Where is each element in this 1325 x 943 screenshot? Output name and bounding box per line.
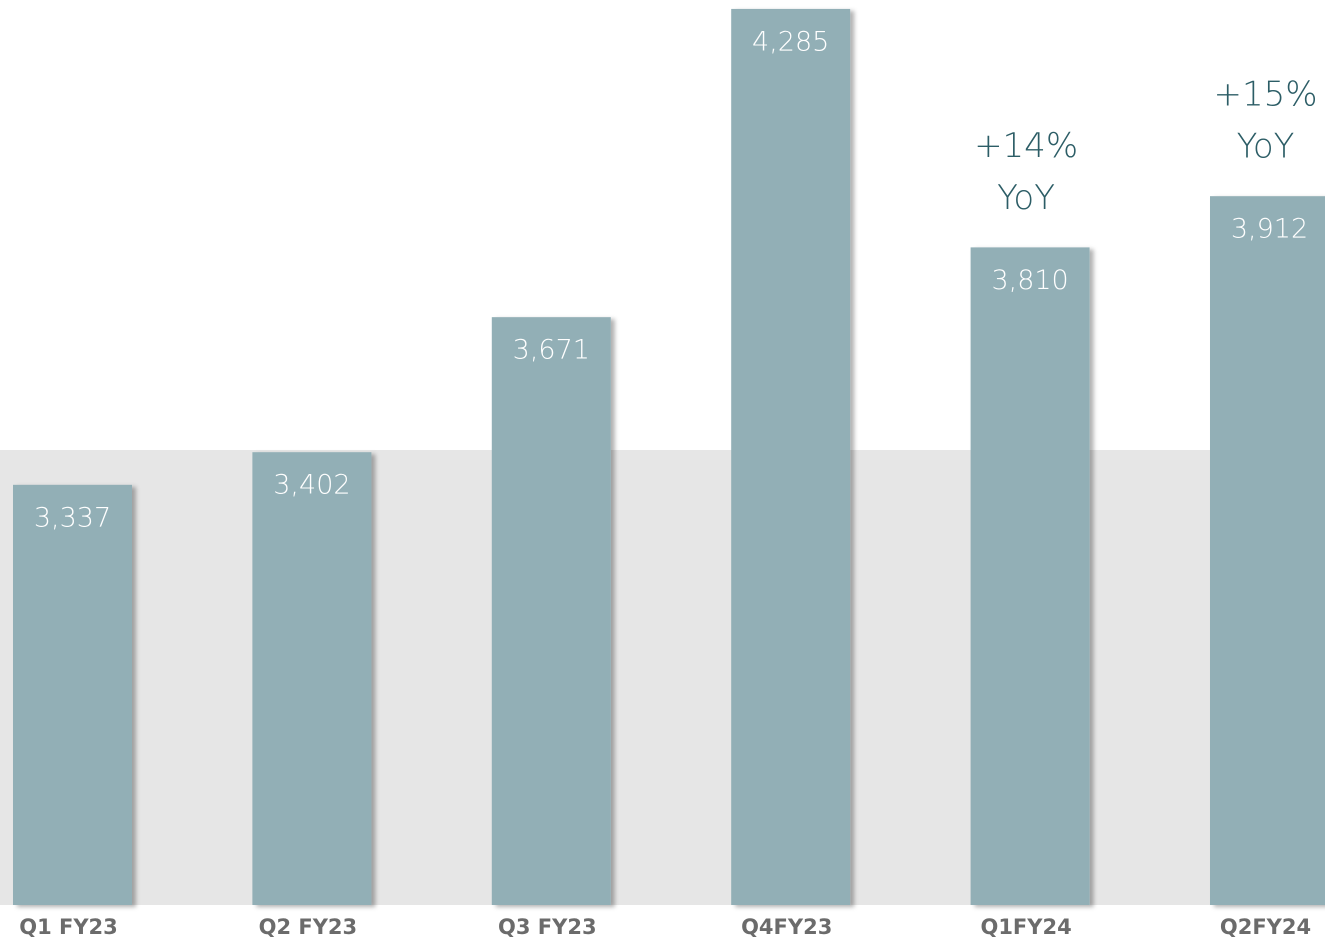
x-tick-label: Q2 FY23	[259, 915, 358, 939]
value-label: 3,912	[1231, 214, 1308, 245]
x-tick-label: Q1FY24	[980, 915, 1071, 939]
x-tick-label: Q1 FY23	[19, 915, 118, 939]
annotation: YoY	[997, 178, 1055, 218]
bar	[970, 247, 1090, 905]
value-label: 3,671	[513, 335, 590, 366]
annotation: +15%	[1213, 75, 1317, 115]
value-label: 3,337	[34, 502, 111, 533]
bar	[731, 8, 851, 906]
value-label: 4,285	[752, 26, 829, 57]
x-tick-label: Q3 FY23	[498, 915, 597, 939]
background-band	[0, 450, 1325, 905]
x-tick-label: Q4FY23	[741, 915, 832, 939]
bar	[1210, 196, 1325, 905]
x-tick-label: Q2FY24	[1220, 915, 1311, 939]
annotation: YoY	[1237, 127, 1295, 167]
value-label: 3,810	[991, 265, 1068, 296]
bar	[13, 484, 132, 905]
annotation: +14%	[974, 126, 1078, 166]
bar	[252, 452, 372, 905]
bar	[491, 317, 611, 906]
value-label: 3,402	[273, 470, 350, 501]
